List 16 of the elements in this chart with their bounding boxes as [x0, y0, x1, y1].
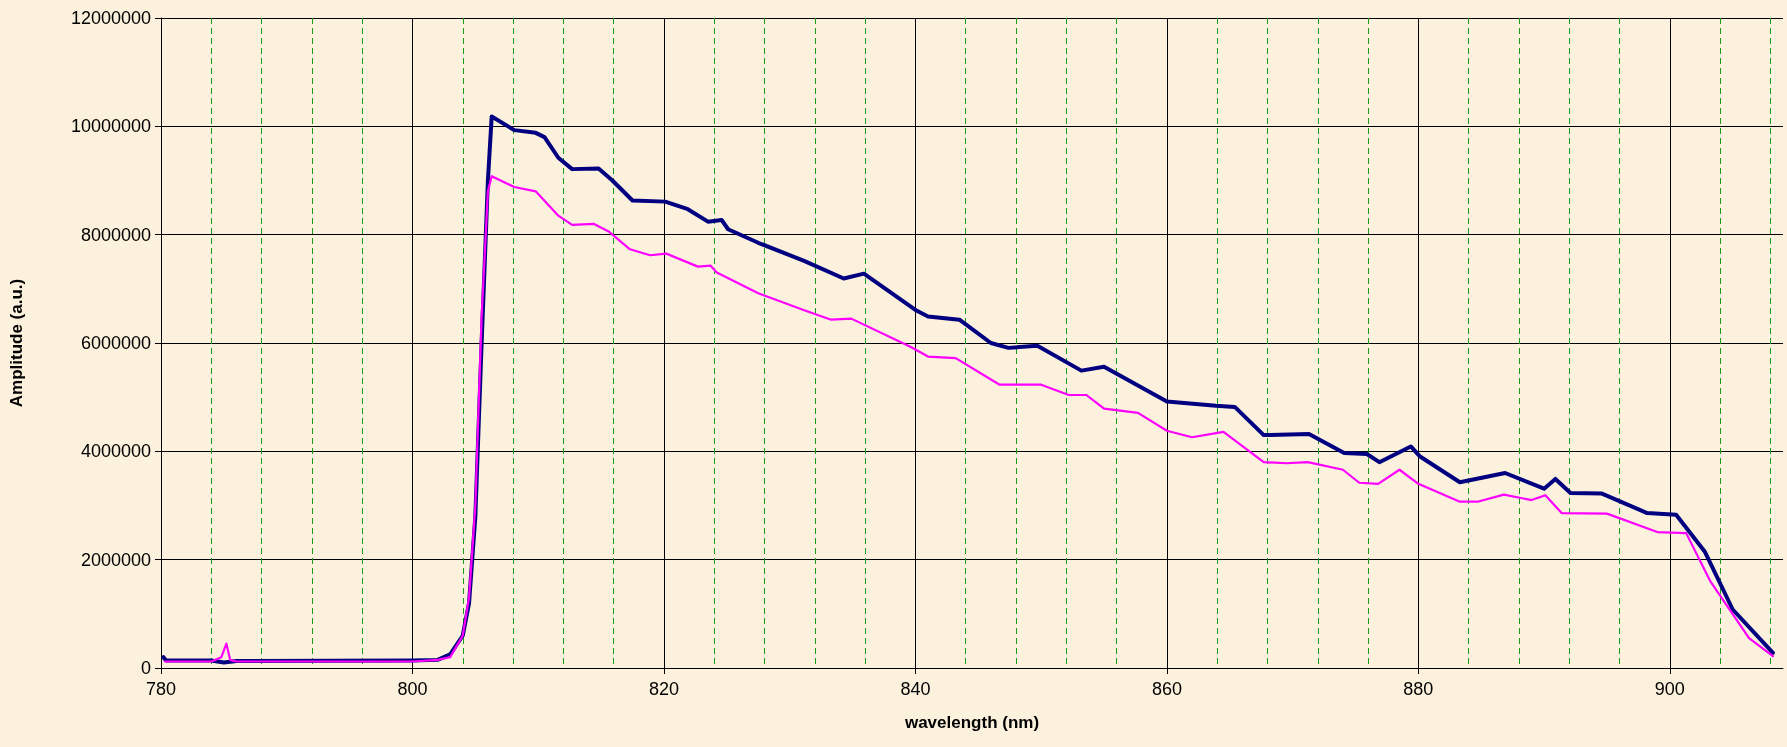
y-tick-label: 10000000	[70, 116, 151, 137]
y-tick-label: 2000000	[80, 549, 151, 570]
x-tick-label: 860	[1151, 679, 1182, 699]
x-tick-label: 840	[900, 679, 931, 699]
x-axis-title: wavelength (nm)	[903, 713, 1040, 732]
x-tick-label: 900	[1654, 679, 1685, 699]
y-tick-label: 4000000	[80, 441, 151, 462]
y-tick-label: 12000000	[70, 8, 151, 28]
y-tick-label: 6000000	[80, 333, 151, 353]
x-tick-label: 880	[1403, 679, 1434, 699]
x-tick-label: 780	[145, 679, 177, 699]
y-tick-label: 8000000	[80, 224, 151, 245]
y-axis-title: Amplitude (a.u.)	[7, 278, 26, 408]
y-tick-label: 0	[140, 658, 151, 678]
x-tick-label: 800	[397, 679, 428, 699]
x-tick-label: 820	[648, 679, 679, 699]
